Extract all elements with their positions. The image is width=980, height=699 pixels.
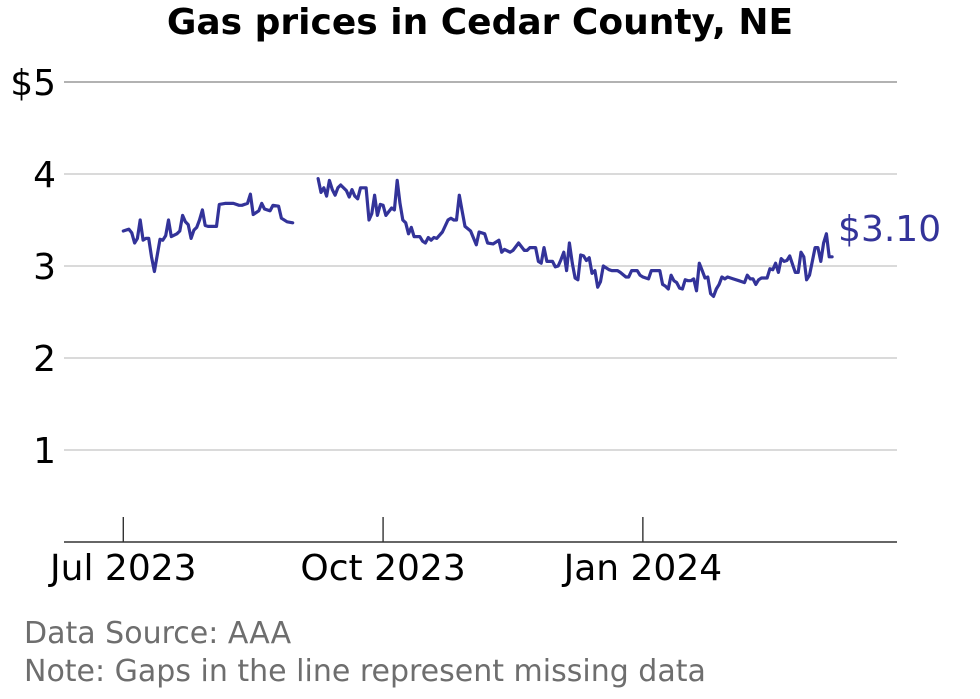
y-tick-label: 3 bbox=[33, 247, 56, 288]
x-tick-label: Jan 2024 bbox=[562, 548, 723, 589]
x-tick-label: Jul 2023 bbox=[48, 548, 197, 589]
x-tick-label: Oct 2023 bbox=[300, 548, 465, 589]
price-line bbox=[121, 177, 834, 298]
end-value-label: $3.10 bbox=[838, 209, 941, 250]
chart-title: Gas prices in Cedar County, NE bbox=[166, 2, 794, 43]
labels: $5 4 3 2 1 Jul 2023 Oct 2023 Jan 2024 $3.10 bbox=[10, 63, 941, 589]
line-chart: $5 4 3 2 1 Jul 2023 Oct 2023 Jan 2024 $3.10 bbox=[10, 63, 941, 589]
gridlines bbox=[64, 81, 897, 451]
data-source-text: Data Source: AAA bbox=[24, 616, 292, 651]
note-text: Note: Gaps in the line represent missing… bbox=[24, 654, 706, 689]
axes bbox=[64, 517, 897, 543]
price-line-segment bbox=[316, 177, 834, 298]
y-tick-label: 2 bbox=[33, 339, 56, 380]
y-tick-label: 1 bbox=[33, 431, 56, 472]
y-tick-label: $5 bbox=[10, 63, 56, 104]
y-tick-label: 4 bbox=[33, 155, 56, 196]
price-line-segment bbox=[121, 192, 295, 274]
